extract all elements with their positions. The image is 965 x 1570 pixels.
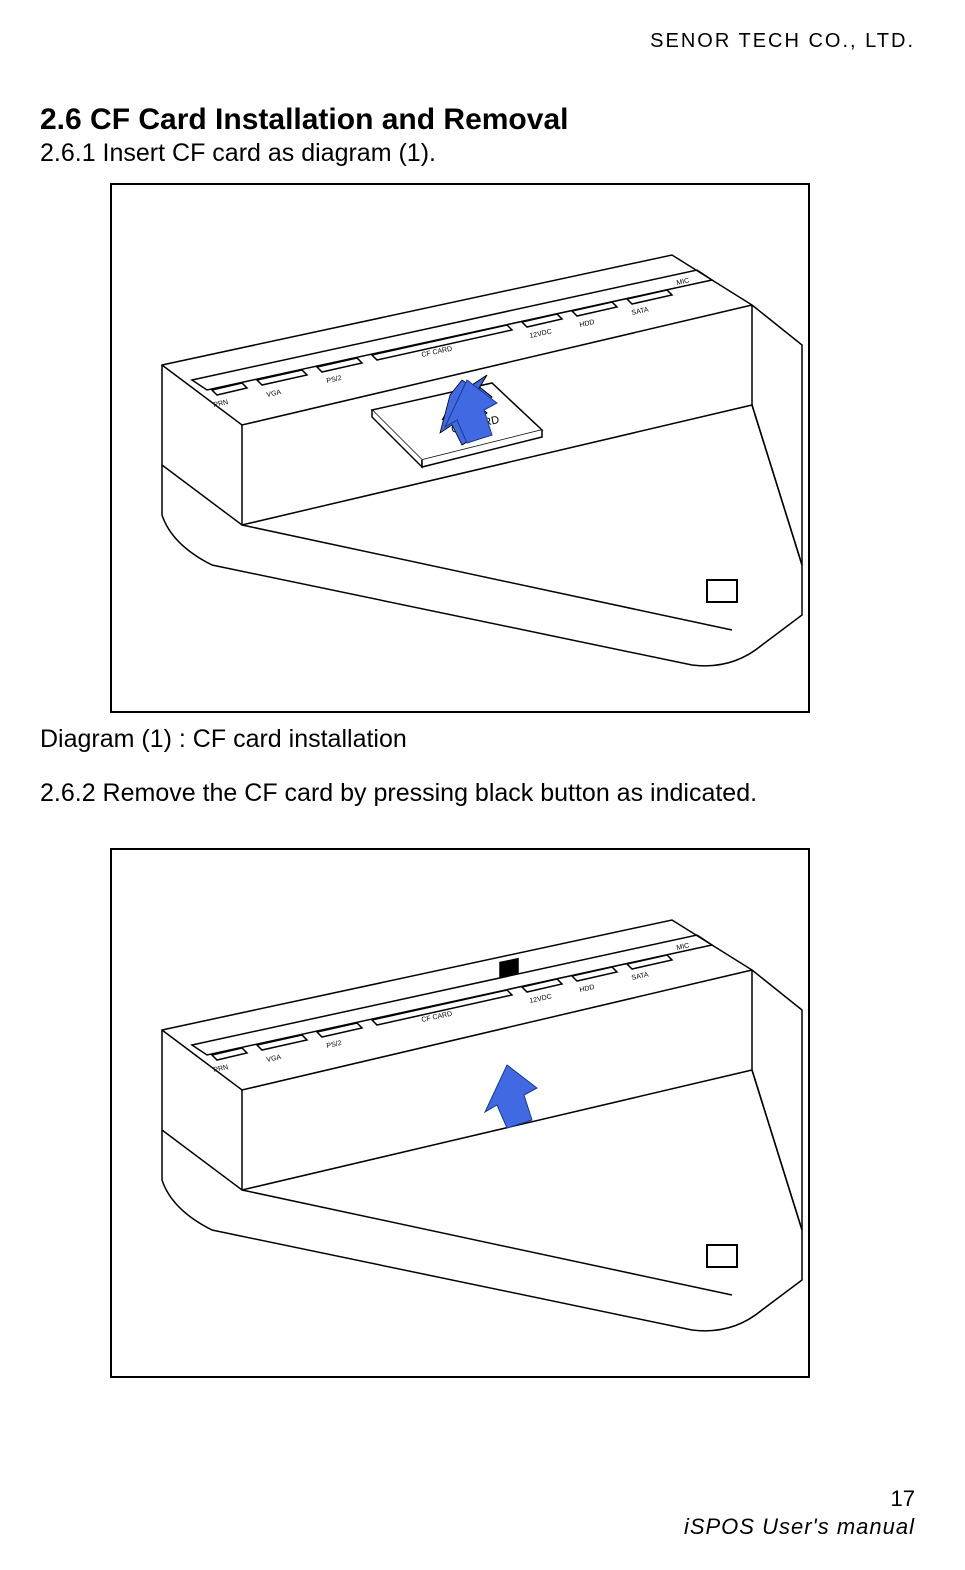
svg-text:PS/2: PS/2 — [326, 1040, 342, 1050]
company-header: SENOR TECH CO., LTD. — [40, 30, 915, 53]
svg-text:12VDC: 12VDC — [529, 328, 553, 340]
svg-text:PRN: PRN — [213, 399, 229, 409]
diagram-1-caption: Diagram (1) : CF card installation — [40, 725, 925, 754]
svg-text:PS/2: PS/2 — [326, 375, 342, 385]
section-heading: 2.6 CF Card Installation and Removal — [40, 103, 925, 137]
subsection-1: 2.6.1 Insert CF card as diagram (1). — [40, 139, 925, 168]
svg-text:SATA: SATA — [631, 306, 650, 317]
footer-manual-title: iSPOS User's manual — [684, 1514, 915, 1540]
page-number: 17 — [684, 1486, 915, 1512]
page-footer: 17 iSPOS User's manual — [684, 1486, 915, 1540]
diagram-2-container: PRN VGA PS/2 CF CARD 12VDC HDD SATA MIC — [110, 848, 810, 1378]
svg-text:CF CARD: CF CARD — [421, 1011, 453, 1024]
svg-text:SATA: SATA — [631, 971, 650, 982]
svg-text:VGA: VGA — [266, 389, 282, 399]
diagram-1-container: CF CARD PRN VGA PS/2 CF CARD 12VDC HDD S… — [110, 183, 810, 713]
subsection-2: 2.6.2 Remove the CF card by pressing bla… — [40, 779, 925, 808]
svg-text:12VDC: 12VDC — [529, 993, 553, 1005]
svg-text:CF CARD: CF CARD — [421, 346, 453, 359]
svg-text:HDD: HDD — [579, 319, 595, 329]
diagram-1-svg: CF CARD PRN VGA PS/2 CF CARD 12VDC HDD S… — [112, 185, 810, 713]
svg-text:HDD: HDD — [579, 984, 595, 994]
svg-text:VGA: VGA — [266, 1054, 282, 1064]
diagram-2-svg: PRN VGA PS/2 CF CARD 12VDC HDD SATA MIC — [112, 850, 810, 1378]
svg-text:PRN: PRN — [213, 1064, 229, 1074]
